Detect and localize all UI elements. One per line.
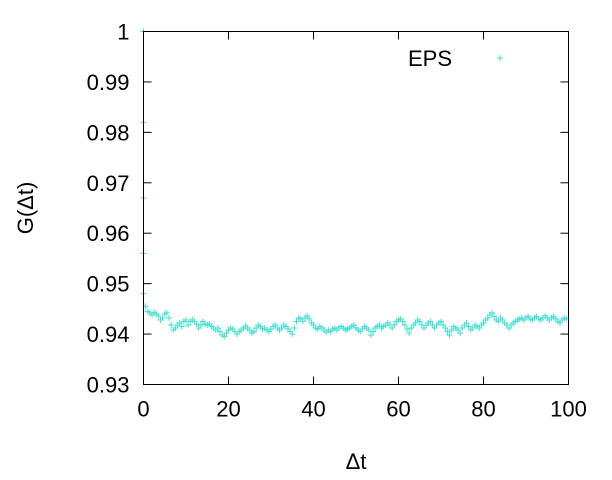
data-point-75 [291, 325, 298, 332]
data-point-154 [459, 325, 466, 332]
legend: EPS [408, 46, 503, 71]
x-tick-label-0: 0 [137, 397, 149, 422]
axis-ticks [143, 31, 569, 385]
data-point-103 [350, 321, 357, 328]
data-point-166 [484, 314, 491, 321]
data-points [140, 28, 570, 340]
data-point-169 [491, 313, 498, 320]
data-point-126 [399, 318, 406, 325]
data-point-139 [427, 318, 434, 325]
legend-marker-eps [497, 55, 503, 61]
data-point-74 [289, 331, 296, 338]
data-point-31 [197, 321, 204, 328]
data-point-162 [476, 325, 483, 332]
data-point-128 [404, 326, 410, 333]
data-point-156 [463, 319, 470, 326]
data-point-132 [412, 319, 419, 326]
data-point-127 [401, 321, 408, 328]
data-point-200 [557, 319, 563, 326]
data-point-121 [389, 325, 396, 332]
data-point-122 [391, 321, 398, 328]
data-point-81 [304, 312, 311, 319]
data-point-30 [195, 325, 202, 332]
x-tick-label-1: 20 [216, 397, 240, 422]
data-point-43 [223, 330, 230, 337]
data-point-11 [155, 312, 162, 319]
data-point-168 [489, 309, 495, 316]
data-point-148 [446, 332, 453, 339]
data-point-144 [438, 318, 444, 325]
data-point-141 [431, 325, 438, 332]
y-axis-title: G(Δt) [13, 182, 38, 235]
data-point-159 [469, 325, 476, 332]
data-point-112 [370, 328, 376, 335]
data-point-16 [166, 314, 172, 321]
data-point-57 [253, 325, 260, 332]
data-point-24 [183, 316, 189, 323]
y-tick-label-7: 1 [117, 20, 129, 45]
data-point-54 [246, 327, 253, 334]
data-point-19 [172, 325, 179, 332]
data-point-56 [251, 328, 257, 335]
data-point-84 [310, 321, 317, 328]
data-point-39 [214, 325, 221, 332]
y-tick-label-1: 0.94 [87, 322, 130, 347]
data-point-110 [365, 327, 372, 334]
y-tick-label-0: 0.93 [87, 373, 130, 398]
data-point-115 [376, 321, 383, 328]
data-point-82 [306, 315, 313, 322]
data-point-79 [299, 318, 306, 325]
data-point-21 [176, 319, 183, 326]
data-point-153 [457, 330, 464, 337]
data-point-111 [367, 332, 374, 339]
data-point-29 [193, 320, 200, 327]
x-axis-title: Δt [346, 449, 367, 474]
data-point-134 [416, 318, 423, 325]
y-tick-label-3: 0.96 [87, 221, 130, 246]
data-point-42 [221, 333, 228, 340]
data-point-145 [440, 321, 447, 328]
data-point-157 [465, 323, 472, 330]
x-tick-label-2: 40 [301, 397, 325, 422]
data-point-152 [455, 327, 461, 334]
data-point-17 [168, 321, 175, 328]
data-point-15 [163, 309, 170, 316]
y-tick-label-6: 0.99 [87, 70, 130, 95]
data-point-13 [159, 314, 166, 321]
data-point-22 [178, 323, 185, 330]
data-point-147 [444, 328, 451, 335]
x-tick-label-4: 80 [471, 397, 495, 422]
y-tick-label-2: 0.95 [87, 272, 130, 297]
data-point-76 [293, 318, 300, 325]
data-point-25 [185, 321, 192, 328]
plot-frame [143, 31, 569, 385]
legend-plus-eps [497, 55, 503, 61]
data-point-69 [278, 325, 285, 332]
data-point-146 [442, 325, 449, 332]
x-tick-label-3: 60 [386, 397, 410, 422]
data-point-66 [272, 321, 279, 328]
y-tick-label-5: 0.98 [87, 120, 130, 145]
data-point-149 [448, 327, 455, 334]
data-point-136 [421, 325, 427, 332]
data-point-164 [480, 319, 487, 326]
data-point-176 [506, 325, 512, 332]
legend-label-eps: EPS [408, 46, 452, 71]
data-point-173 [499, 316, 506, 323]
data-point-40 [217, 328, 223, 335]
tick-labels: 0 20 40 60 80 100 0.93 0.94 0.95 0.96 0.97 0.98 0.99… [87, 20, 587, 422]
data-point-130 [408, 325, 415, 332]
data-point-129 [406, 330, 413, 337]
data-point-171 [495, 318, 502, 325]
x-tick-label-5: 100 [550, 397, 587, 422]
y-tick-label-4: 0.97 [87, 171, 130, 196]
